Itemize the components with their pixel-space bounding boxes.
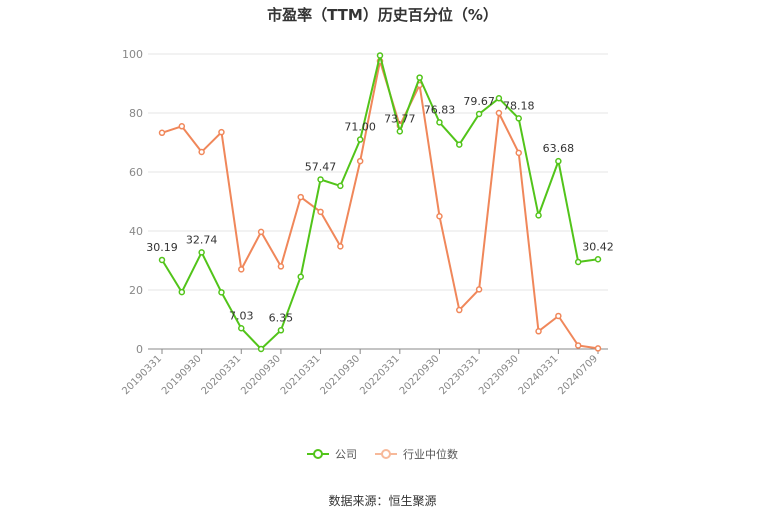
industry-point bbox=[436, 213, 443, 220]
industry-point bbox=[515, 149, 522, 157]
industry-point bbox=[456, 306, 463, 314]
x-tick-label: 20230331 bbox=[437, 353, 481, 397]
company-point bbox=[356, 136, 364, 143]
x-tick-label: 20190930 bbox=[160, 353, 204, 397]
data-source: 数据来源：恒生聚源 bbox=[328, 494, 437, 508]
x-tick-label: 20200331 bbox=[200, 353, 244, 397]
data-label: 32.74 bbox=[186, 233, 218, 246]
data-labels: 30.19 32.74 7.03 6.35 57.47 71.00 73.77 76.83 79… bbox=[146, 95, 614, 324]
company-point bbox=[594, 256, 602, 263]
industry-point bbox=[356, 157, 364, 165]
company-point bbox=[495, 95, 503, 102]
y-tick-label: 60 bbox=[129, 166, 143, 179]
data-label: 7.03 bbox=[229, 309, 254, 322]
x-tick-label: 20190331 bbox=[120, 353, 164, 397]
x-tick-label: 20210331 bbox=[279, 353, 323, 397]
x-tick-label: 20200930 bbox=[239, 353, 283, 397]
industry-point bbox=[475, 286, 483, 293]
company-point bbox=[257, 345, 265, 353]
data-label: 63.68 bbox=[543, 142, 575, 155]
company-point bbox=[337, 182, 344, 190]
company-point bbox=[277, 327, 285, 334]
company-point bbox=[218, 289, 225, 296]
data-label: 73.77 bbox=[384, 112, 416, 125]
data-label: 71.00 bbox=[344, 121, 376, 134]
company-point bbox=[376, 52, 384, 59]
x-tick-label: 20210930 bbox=[319, 353, 363, 397]
industry-point bbox=[297, 193, 304, 201]
company-point bbox=[238, 325, 245, 332]
company-point bbox=[475, 110, 483, 118]
x-tick-label: 20240331 bbox=[517, 353, 561, 397]
data-label: 6.35 bbox=[269, 311, 294, 324]
y-tick-label: 80 bbox=[129, 107, 143, 120]
legend-swatch-industry bbox=[375, 447, 397, 461]
legend-label-company: 公司 bbox=[335, 448, 357, 461]
company-point bbox=[535, 212, 542, 219]
series-company bbox=[158, 52, 602, 353]
industry-point bbox=[257, 228, 265, 236]
data-label: 30.42 bbox=[582, 240, 614, 253]
legend-item-company[interactable]: 公司 bbox=[307, 446, 357, 462]
company-point bbox=[158, 256, 166, 264]
company-point bbox=[396, 128, 404, 135]
company-point bbox=[436, 119, 443, 126]
industry-point bbox=[317, 208, 324, 216]
x-tick-label: 20220930 bbox=[398, 353, 442, 397]
industry-point bbox=[178, 123, 186, 130]
company-point bbox=[456, 141, 463, 148]
industry-point bbox=[495, 109, 503, 117]
y-tick-label: 0 bbox=[136, 343, 143, 356]
industry-point bbox=[555, 312, 562, 320]
industry-point bbox=[574, 342, 582, 349]
legend: 公司 行业中位数 bbox=[0, 446, 765, 462]
company-point bbox=[317, 176, 324, 183]
company-point bbox=[574, 258, 582, 266]
y-tick-label: 20 bbox=[129, 284, 143, 297]
industry-point bbox=[535, 328, 542, 335]
data-label: 78.18 bbox=[503, 99, 535, 112]
company-point bbox=[178, 288, 186, 296]
industry-point bbox=[277, 263, 285, 270]
axes: 0 20 40 60 80 100 2019033120190930202003312020… bbox=[120, 48, 608, 397]
grid-lines bbox=[148, 53, 608, 291]
legend-item-industry[interactable]: 行业中位数 bbox=[375, 446, 458, 462]
company-point bbox=[515, 115, 522, 122]
industry-point bbox=[238, 266, 245, 273]
data-label: 76.83 bbox=[424, 103, 456, 116]
y-tick-label: 100 bbox=[122, 48, 143, 61]
industry-point bbox=[337, 243, 344, 250]
chart-title: 市盈率（TTM）历史百分位（%） bbox=[267, 6, 498, 24]
x-tick-label: 20240709 bbox=[556, 353, 600, 397]
legend-swatch-company bbox=[307, 447, 329, 461]
data-label: 57.47 bbox=[305, 160, 337, 173]
data-label: 30.19 bbox=[146, 241, 178, 254]
x-tick-label: 20220331 bbox=[358, 353, 402, 397]
company-point bbox=[198, 249, 205, 256]
industry-point bbox=[218, 128, 225, 136]
x-tick-label: 20230930 bbox=[477, 353, 521, 397]
y-tick-label: 40 bbox=[129, 225, 143, 238]
company-point bbox=[297, 273, 304, 280]
data-label: 79.67 bbox=[463, 95, 495, 108]
company-point bbox=[555, 157, 562, 165]
industry-point bbox=[198, 148, 205, 156]
industry-point bbox=[158, 129, 166, 137]
legend-label-industry: 行业中位数 bbox=[403, 448, 458, 461]
industry-point bbox=[594, 345, 602, 352]
company-point bbox=[416, 74, 423, 81]
